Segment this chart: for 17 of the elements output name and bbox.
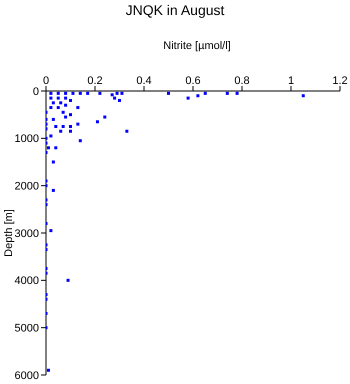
y-tick-label: 4000 — [14, 275, 39, 288]
x-tick-label: 0.6 — [185, 75, 201, 87]
y-tick-label: 3000 — [14, 228, 39, 240]
y-tick-label: 5000 — [14, 322, 39, 335]
x-tick-label: 0.4 — [136, 75, 152, 87]
x-tick-label: 0.8 — [234, 75, 250, 87]
x-axis-title: Nitrite [µmol/l] — [162, 40, 232, 52]
x-tick-label: 0.2 — [87, 75, 103, 87]
y-tick-label: 6000 — [14, 370, 39, 382]
chart-title: JNQK in August — [124, 2, 226, 18]
x-tick-label: 1.2 — [332, 75, 348, 87]
y-axis-title: Depth [m] — [2, 209, 15, 257]
y-tick-label: 1000 — [14, 133, 39, 146]
y-tick-label: 2000 — [14, 180, 39, 193]
x-tick-label: 0 — [42, 75, 50, 87]
y-tick-label: 0 — [32, 86, 39, 98]
x-tick-label: 1 — [288, 75, 294, 87]
